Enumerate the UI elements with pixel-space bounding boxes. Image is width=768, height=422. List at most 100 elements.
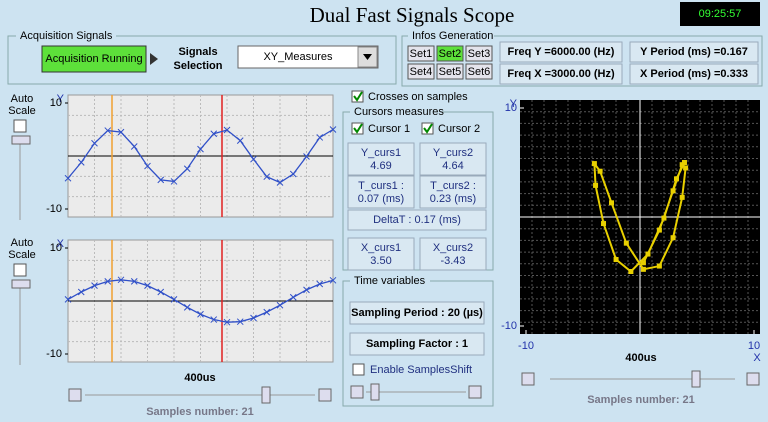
selection-label: Signals bbox=[178, 46, 217, 58]
sample-cross bbox=[303, 286, 310, 294]
cursor-label: Cursor 2 bbox=[438, 123, 480, 135]
cursor-name: X_curs2 bbox=[433, 242, 473, 254]
samples-label: Samples number: 21 bbox=[146, 406, 254, 418]
auto-scale: Auto bbox=[11, 237, 34, 249]
checkbox[interactable] bbox=[13, 263, 27, 277]
xy-point bbox=[601, 221, 607, 227]
set-label: Set1 bbox=[410, 48, 433, 60]
delta-t: DeltaT : 0.17 (ms) bbox=[373, 214, 461, 226]
clock-box bbox=[680, 2, 760, 26]
cursor-box bbox=[419, 175, 487, 209]
sample-cross bbox=[144, 282, 151, 289]
slider-thumb[interactable] bbox=[11, 279, 31, 289]
xy-point bbox=[640, 260, 646, 266]
xy-point bbox=[593, 182, 599, 188]
info-field: Y Period (ms) =0.167 bbox=[640, 46, 748, 58]
sample-cross bbox=[289, 293, 297, 301]
enable-shift: Enable SamplesShift bbox=[370, 364, 472, 376]
y-tick-label: -10 bbox=[46, 348, 62, 360]
sample-cross bbox=[223, 318, 231, 326]
cursor-name: Y_curs1 bbox=[361, 147, 401, 159]
checkbox[interactable] bbox=[13, 119, 27, 133]
checkbox[interactable] bbox=[352, 363, 365, 376]
x-tick-label: 10 bbox=[748, 340, 760, 352]
acquisition-button[interactable] bbox=[41, 45, 147, 73]
xy-point bbox=[679, 194, 685, 200]
scroll-right[interactable] bbox=[468, 385, 482, 399]
scroll-left[interactable] bbox=[521, 372, 535, 386]
checkbox[interactable] bbox=[421, 122, 434, 135]
slider-thumb[interactable] bbox=[11, 135, 31, 145]
sample-cross bbox=[316, 134, 324, 141]
xy-point bbox=[670, 235, 676, 241]
cursor-box bbox=[347, 237, 415, 271]
xy-point bbox=[656, 263, 662, 269]
scroll-thumb[interactable] bbox=[691, 370, 701, 388]
xy-point bbox=[613, 257, 619, 263]
group-label: Time variables bbox=[354, 275, 426, 287]
scroll-thumb[interactable] bbox=[261, 386, 271, 404]
y-tick-label: -10 bbox=[501, 320, 517, 332]
scroll-right[interactable] bbox=[746, 372, 760, 386]
cursor-name: T_curs2 : bbox=[430, 180, 476, 192]
sample-cross bbox=[210, 130, 218, 138]
auto-scale: Auto bbox=[11, 93, 34, 105]
group-label: Cursors measures bbox=[354, 106, 444, 118]
xy-point bbox=[670, 188, 676, 194]
xy-point bbox=[673, 176, 679, 182]
cursor-box bbox=[419, 142, 487, 176]
cursor-box bbox=[419, 237, 487, 271]
set-label: Set5 bbox=[439, 66, 462, 78]
sample-cross bbox=[223, 126, 231, 134]
sample-cross bbox=[236, 137, 244, 144]
xy-point bbox=[681, 160, 687, 165]
axis-label: X bbox=[753, 352, 761, 364]
scroll-thumb[interactable] bbox=[370, 383, 380, 401]
y-tick-label: -10 bbox=[46, 203, 62, 215]
set-button[interactable] bbox=[407, 63, 435, 80]
xy-point bbox=[628, 269, 634, 274]
cursor-name: T_curs1 : bbox=[358, 180, 404, 192]
sample-cross bbox=[130, 143, 138, 150]
set-label: Set4 bbox=[410, 66, 433, 78]
dropdown[interactable] bbox=[237, 45, 379, 69]
scroll-left[interactable] bbox=[68, 388, 82, 402]
y-tick-label: 10 bbox=[505, 102, 517, 114]
cursor-label: Cursor 1 bbox=[368, 123, 410, 135]
set-button[interactable] bbox=[465, 63, 493, 80]
sample-cross bbox=[91, 282, 98, 289]
cursor-value: 4.64 bbox=[442, 160, 463, 172]
xy-point bbox=[645, 251, 651, 257]
sample-cross bbox=[329, 276, 337, 284]
checkbox[interactable] bbox=[351, 122, 364, 135]
info-field: Freq Y =6000.00 (Hz) bbox=[508, 46, 615, 58]
set-label: Set6 bbox=[468, 66, 491, 78]
xy-point bbox=[661, 215, 667, 221]
set-button[interactable] bbox=[465, 45, 493, 62]
sample-cross bbox=[263, 308, 271, 316]
scroll-left[interactable] bbox=[350, 385, 364, 399]
sample-cross bbox=[170, 296, 178, 303]
sample-cross bbox=[144, 162, 151, 170]
xy-point bbox=[609, 200, 614, 206]
cursor-box bbox=[347, 175, 415, 209]
sample-cross bbox=[263, 173, 271, 181]
sample-cross bbox=[91, 139, 98, 147]
set-button[interactable] bbox=[407, 45, 435, 62]
checkbox[interactable] bbox=[351, 90, 364, 103]
clock: 09:25:57 bbox=[699, 8, 742, 20]
xy-point bbox=[683, 165, 689, 171]
sample-cross bbox=[170, 178, 178, 185]
arrow bbox=[150, 53, 158, 65]
sample-cross bbox=[210, 316, 218, 323]
scroll-right[interactable] bbox=[318, 388, 332, 402]
set-label: Set2 bbox=[439, 48, 462, 60]
sample-cross bbox=[183, 304, 191, 311]
cursor-value: 0.23 (ms) bbox=[430, 193, 476, 205]
set-button[interactable] bbox=[436, 63, 464, 80]
sample-cross bbox=[64, 174, 72, 182]
set-button[interactable] bbox=[436, 45, 464, 62]
title: Dual Fast Signals Scope bbox=[310, 3, 515, 27]
xy-point bbox=[591, 161, 597, 167]
sample-cross bbox=[236, 318, 244, 326]
